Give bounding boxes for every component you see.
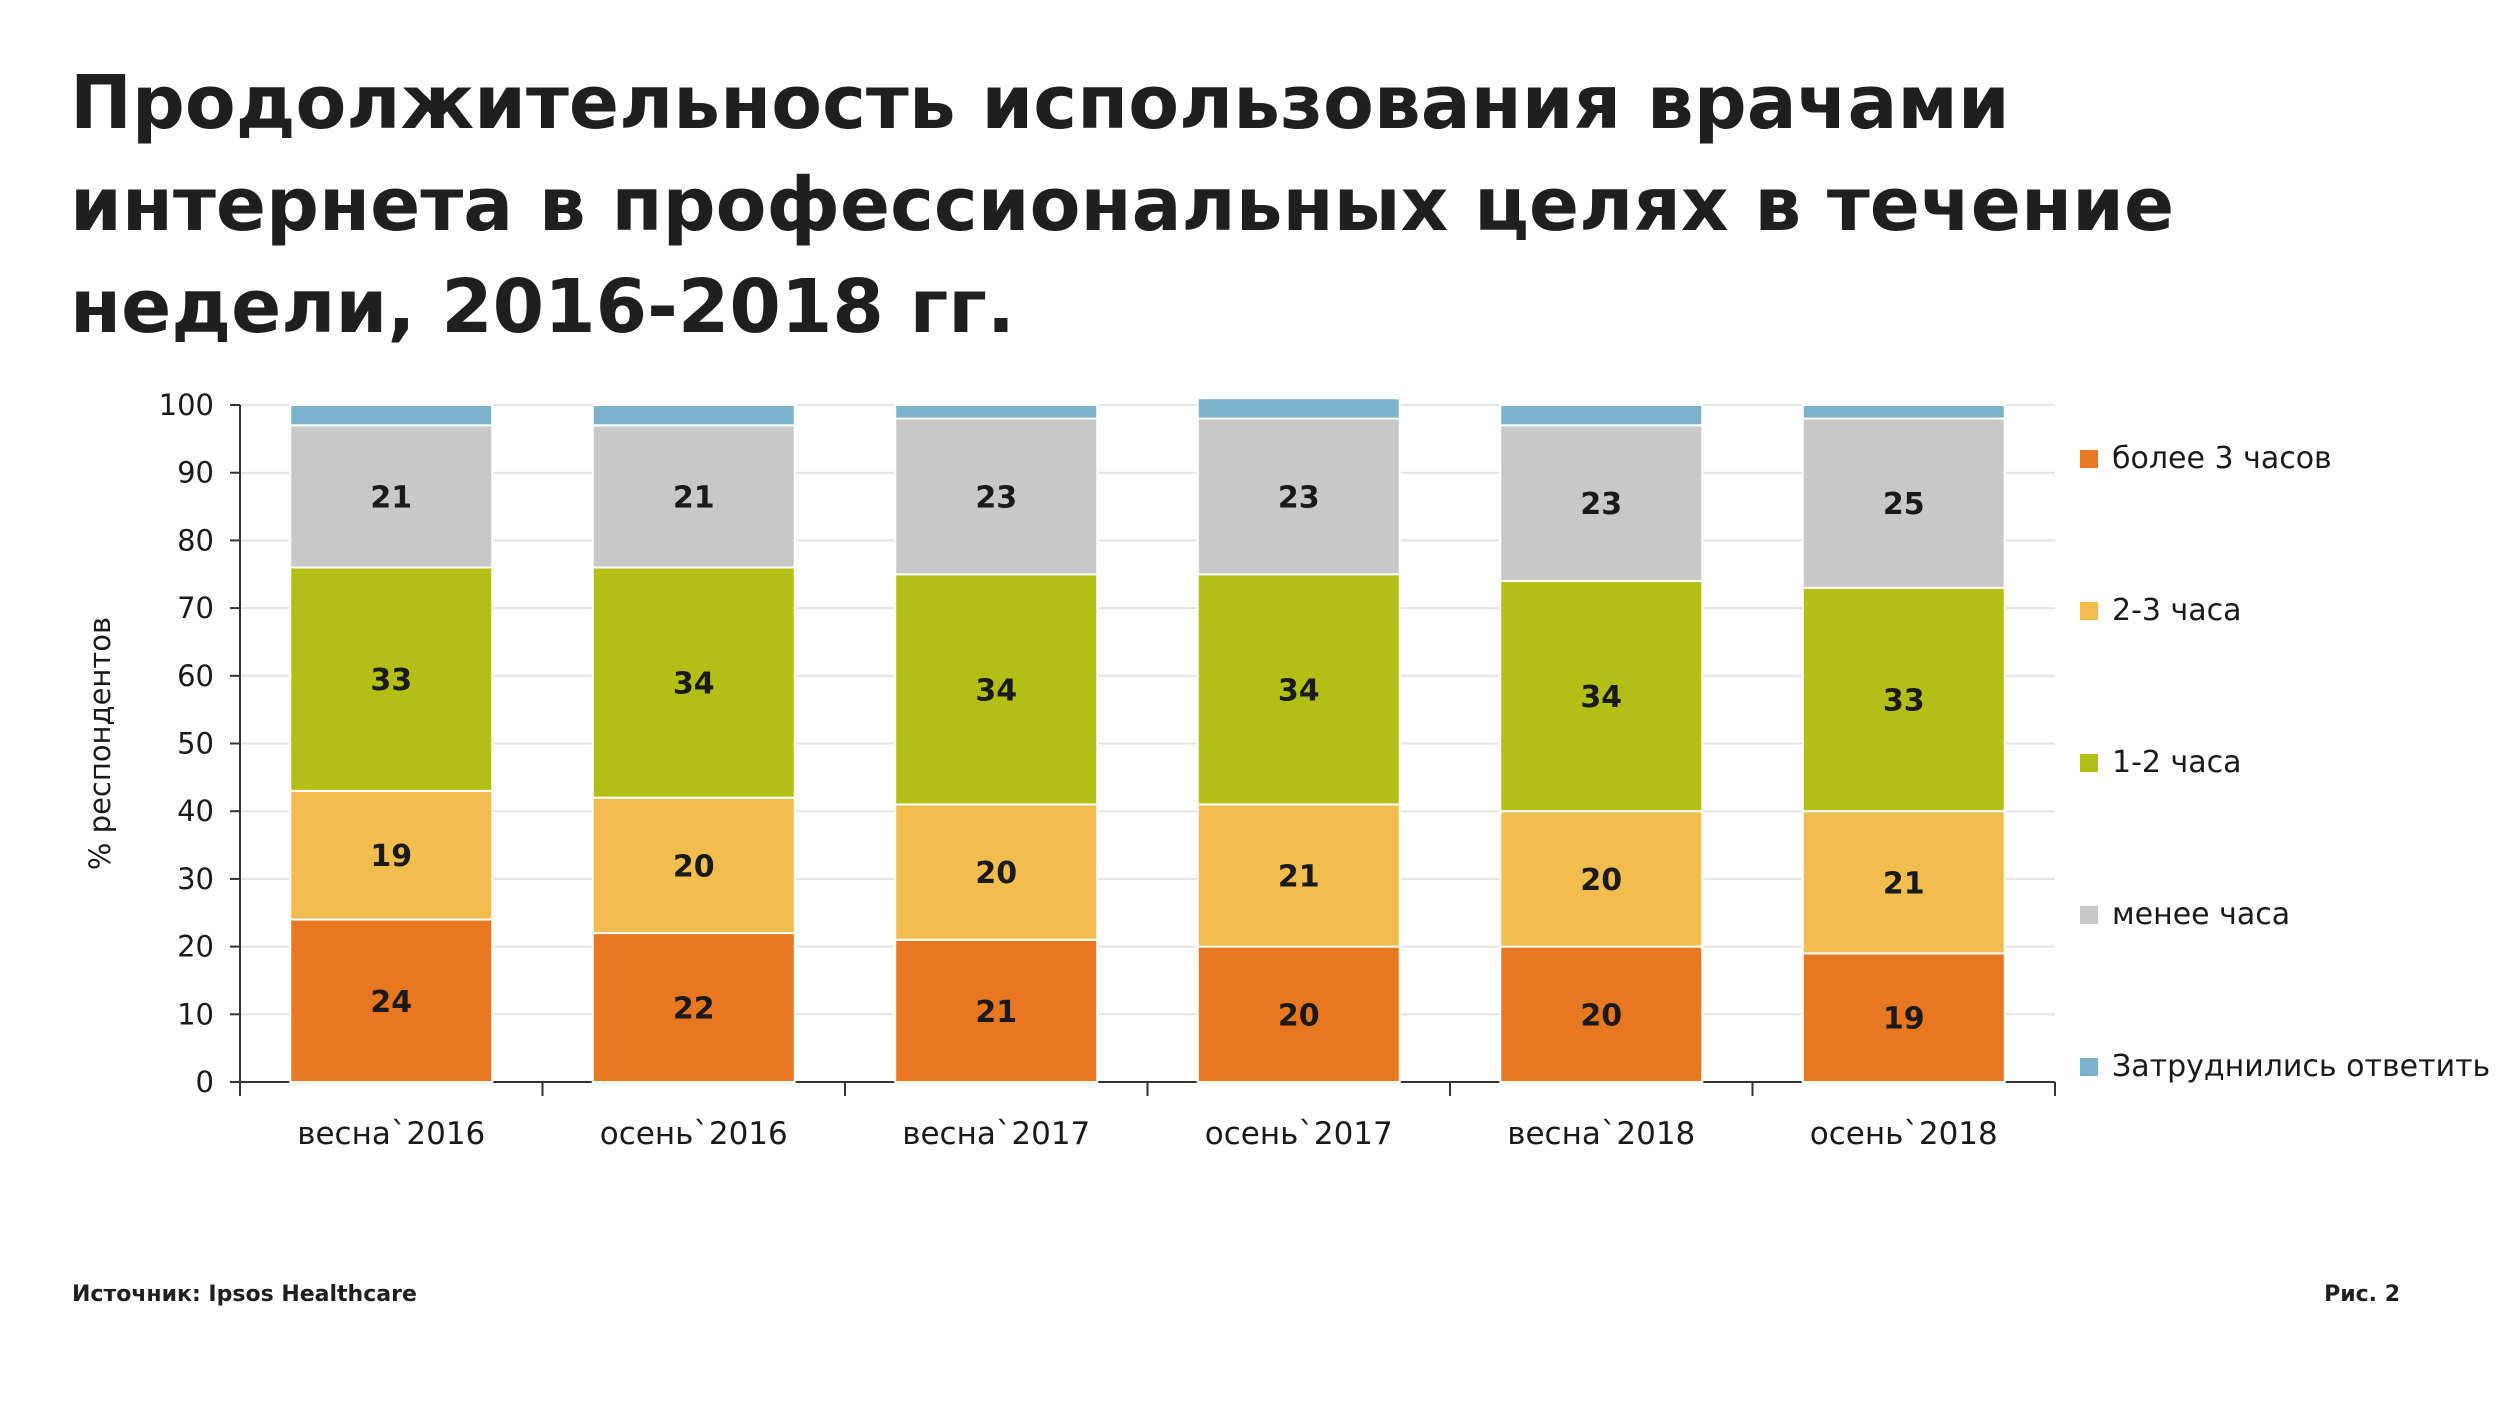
page-title: Продолжительность использования врачами … bbox=[70, 60, 2175, 350]
bar-segment bbox=[1801, 952, 2006, 1083]
bar-segment bbox=[1801, 586, 2006, 813]
legend-label: менее часа bbox=[2112, 897, 2290, 932]
bar-segment bbox=[894, 803, 1099, 941]
bar-segment bbox=[1196, 573, 1401, 806]
bar-segment bbox=[591, 796, 796, 935]
bar-segment bbox=[289, 566, 494, 792]
bar-segment bbox=[1801, 404, 2006, 420]
x-tick-label: осень`2018 bbox=[1810, 1116, 1998, 1152]
y-tick-label: 100 bbox=[159, 388, 214, 422]
y-tick-label: 80 bbox=[177, 523, 214, 557]
y-tick-label: 0 bbox=[196, 1065, 214, 1099]
bar-segment bbox=[1196, 397, 1401, 420]
data-label: 25 bbox=[1883, 487, 1925, 522]
data-label: 34 bbox=[673, 667, 715, 702]
bar-segment bbox=[289, 404, 494, 427]
data-label: 23 bbox=[1278, 480, 1320, 515]
legend-swatch bbox=[2080, 754, 2098, 772]
figure-number: Рис. 2 bbox=[2324, 1282, 2400, 1307]
stacked-bar-chart: 0 10 20 30 40 50 60 70 80 90 100 % респондентов 24 19… bbox=[83, 388, 2490, 1152]
legend-swatch bbox=[2080, 906, 2098, 924]
data-label: 33 bbox=[370, 663, 412, 698]
data-label: 24 bbox=[370, 985, 412, 1020]
x-tick-label: весна`2018 bbox=[1507, 1116, 1695, 1152]
bar-segment bbox=[894, 938, 1099, 1084]
legend-label: более 3 часов bbox=[2112, 441, 2332, 476]
data-label: 34 bbox=[1278, 673, 1320, 708]
data-label: 20 bbox=[1278, 998, 1320, 1033]
data-label: 21 bbox=[1883, 866, 1925, 901]
legend-swatch bbox=[2080, 602, 2098, 620]
bar-segment bbox=[289, 918, 494, 1084]
legend-label: 1-2 часа bbox=[2112, 745, 2242, 780]
data-label: 34 bbox=[1580, 680, 1622, 715]
data-label: 20 bbox=[1580, 863, 1622, 898]
bar-segment bbox=[591, 566, 796, 799]
bar-segment bbox=[1499, 424, 1704, 583]
data-label: 20 bbox=[975, 856, 1017, 891]
bar-segment bbox=[1499, 580, 1704, 813]
bar-segment bbox=[1801, 417, 2006, 589]
y-tick-label: 20 bbox=[177, 930, 214, 964]
data-label: 33 bbox=[1883, 683, 1925, 718]
bar-segment bbox=[1196, 803, 1401, 948]
bar-segment bbox=[289, 424, 494, 569]
data-label: 21 bbox=[1278, 860, 1320, 895]
data-label: 23 bbox=[975, 480, 1017, 515]
data-label: 22 bbox=[673, 992, 715, 1027]
data-label: 21 bbox=[370, 480, 412, 515]
bar-segment bbox=[1196, 417, 1401, 576]
y-axis-label: % респондентов bbox=[83, 617, 117, 870]
x-tick-label: весна`2017 bbox=[902, 1116, 1090, 1152]
legend-label: Затруднились ответить bbox=[2112, 1049, 2490, 1084]
data-label: 20 bbox=[673, 849, 715, 884]
y-tick-label: 30 bbox=[177, 862, 214, 896]
x-tick-label: осень`2016 bbox=[600, 1116, 788, 1152]
x-tick-label: весна`2016 bbox=[297, 1116, 485, 1152]
data-label: 21 bbox=[975, 995, 1017, 1030]
y-tick-label: 70 bbox=[177, 591, 214, 625]
bar-segment bbox=[591, 404, 796, 427]
y-tick-label: 90 bbox=[177, 456, 214, 490]
data-label: 19 bbox=[370, 839, 412, 874]
source-note: Источник: Ipsos Healthcare bbox=[72, 1282, 417, 1307]
data-label: 21 bbox=[673, 480, 715, 515]
bar-segment bbox=[591, 424, 796, 569]
y-tick-label: 10 bbox=[177, 997, 214, 1031]
legend-swatch bbox=[2080, 1058, 2098, 1076]
data-label: 23 bbox=[1580, 487, 1622, 522]
bar-segment bbox=[1499, 945, 1704, 1083]
legend-label: 2-3 часа bbox=[2112, 593, 2242, 628]
y-tick-label: 60 bbox=[177, 659, 214, 693]
bar-segment bbox=[289, 789, 494, 921]
legend-swatch bbox=[2080, 450, 2098, 468]
y-tick-label: 50 bbox=[177, 727, 214, 761]
bar-segment bbox=[894, 404, 1099, 420]
data-label: 20 bbox=[1580, 998, 1622, 1033]
data-label: 19 bbox=[1883, 1002, 1925, 1037]
bar-segment bbox=[1499, 810, 1704, 948]
bar-segment bbox=[894, 417, 1099, 576]
bar-segment bbox=[894, 573, 1099, 806]
bar-segment bbox=[1499, 404, 1704, 427]
y-tick-label: 40 bbox=[177, 794, 214, 828]
x-tick-label: осень`2017 bbox=[1205, 1116, 1393, 1152]
data-label: 34 bbox=[975, 673, 1017, 708]
